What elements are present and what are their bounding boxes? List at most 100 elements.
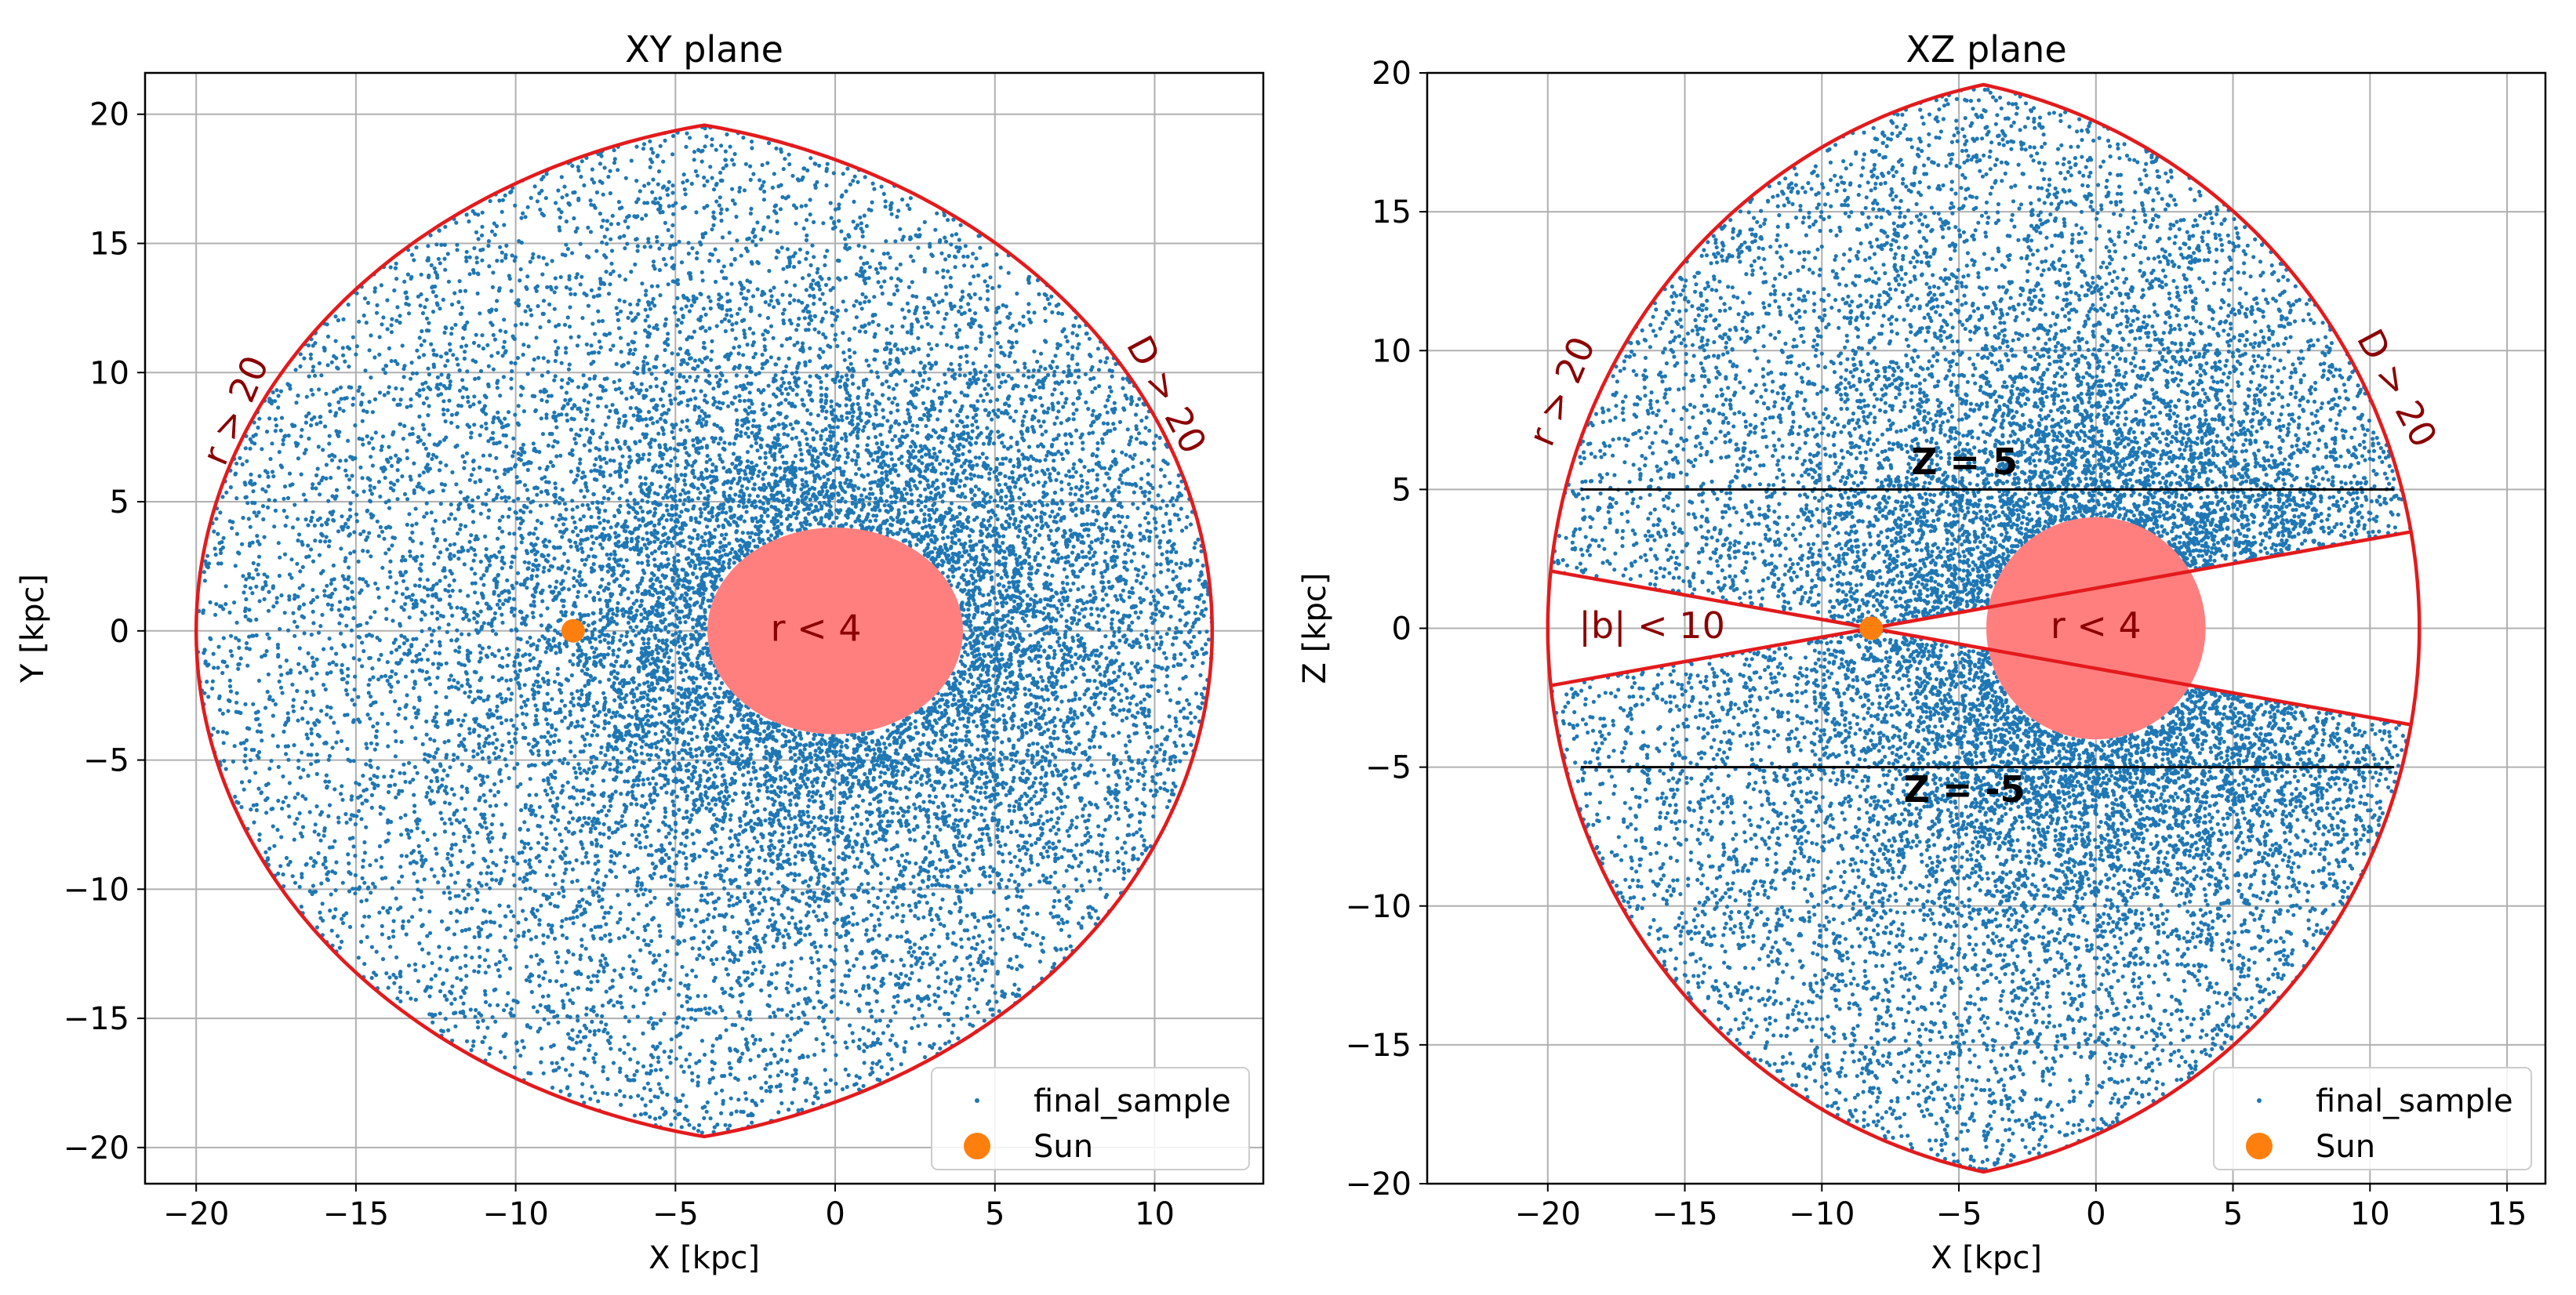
- final-sample-point: [390, 669, 394, 674]
- final-sample-point: [500, 209, 504, 214]
- final-sample-point: [594, 701, 600, 706]
- final-sample-point: [398, 985, 403, 990]
- final-sample-point: [1060, 580, 1065, 586]
- final-sample-point: [314, 771, 319, 777]
- final-sample-point: [779, 778, 783, 782]
- final-sample-point: [1063, 804, 1067, 809]
- final-sample-point: [670, 503, 674, 509]
- final-sample-point: [794, 942, 798, 947]
- final-sample-point: [464, 1039, 470, 1043]
- final-sample-point: [600, 500, 605, 506]
- final-sample-point: [714, 837, 718, 842]
- final-sample-point: [883, 199, 888, 204]
- final-sample-point: [794, 835, 798, 840]
- final-sample-point: [472, 934, 477, 940]
- final-sample-point: [522, 683, 527, 687]
- final-sample-point: [649, 245, 653, 249]
- final-sample-point: [325, 602, 330, 607]
- final-sample-point: [981, 553, 986, 557]
- final-sample-point: [818, 346, 823, 351]
- final-sample-point: [502, 1008, 507, 1013]
- final-sample-point: [983, 364, 988, 368]
- final-sample-point: [888, 495, 893, 499]
- final-sample-point: [783, 157, 787, 161]
- final-sample-point: [747, 398, 751, 403]
- final-sample-point: [462, 562, 467, 567]
- final-sample-point: [765, 785, 770, 790]
- final-sample-point: [838, 800, 843, 806]
- final-sample-point: [1029, 823, 1034, 828]
- final-sample-point: [888, 203, 893, 208]
- final-sample-point: [579, 648, 583, 653]
- final-sample-point: [971, 415, 976, 420]
- final-sample-point: [1110, 734, 1115, 738]
- final-sample-point: [1136, 758, 1141, 763]
- final-sample-point: [555, 1014, 560, 1018]
- final-sample-point: [787, 301, 792, 306]
- final-sample-point: [818, 355, 823, 360]
- final-sample-point: [742, 477, 747, 481]
- final-sample-point: [234, 700, 239, 705]
- final-sample-point: [681, 1024, 685, 1028]
- final-sample-point: [273, 417, 278, 422]
- final-sample-point: [1204, 607, 1208, 611]
- final-sample-point: [213, 612, 218, 617]
- final-sample-point: [938, 827, 943, 832]
- final-sample-point: [794, 328, 799, 332]
- final-sample-point: [463, 909, 468, 914]
- final-sample-point: [1157, 646, 1162, 651]
- final-sample-point: [1069, 655, 1074, 659]
- final-sample-point: [443, 267, 448, 272]
- final-sample-point: [824, 815, 829, 820]
- final-sample-point: [449, 673, 453, 678]
- final-sample-point: [593, 707, 598, 713]
- final-sample-point: [1114, 555, 1119, 560]
- final-sample-point: [893, 1010, 898, 1015]
- final-sample-point: [962, 578, 967, 582]
- final-sample-point: [695, 735, 699, 739]
- final-sample-point: [559, 582, 564, 586]
- final-sample-point: [399, 658, 404, 662]
- final-sample-point: [536, 638, 542, 643]
- final-sample-point: [1035, 359, 1040, 364]
- final-sample-point: [624, 558, 629, 563]
- final-sample-point: [983, 790, 987, 795]
- final-sample-point: [462, 466, 467, 470]
- final-sample-point: [772, 305, 776, 310]
- final-sample-point: [1046, 406, 1051, 411]
- final-sample-point: [801, 276, 805, 281]
- final-sample-point: [738, 1055, 743, 1061]
- final-sample-point: [429, 342, 434, 346]
- final-sample-point: [752, 836, 757, 840]
- final-sample-point: [325, 713, 329, 717]
- final-sample-point: [651, 582, 656, 587]
- final-sample-point: [607, 557, 612, 561]
- final-sample-point: [788, 385, 793, 390]
- final-sample-point: [898, 527, 903, 532]
- final-sample-point: [1047, 680, 1052, 684]
- final-sample-point: [687, 1065, 692, 1069]
- final-sample-point: [1055, 606, 1059, 611]
- final-sample-point: [899, 957, 903, 962]
- final-sample-point: [428, 233, 433, 238]
- final-sample-point: [989, 636, 994, 640]
- final-sample-point: [830, 968, 834, 973]
- final-sample-point: [815, 990, 819, 995]
- final-sample-point: [571, 952, 576, 957]
- final-sample-point: [818, 297, 823, 302]
- final-sample-point: [888, 742, 892, 747]
- final-sample-point: [796, 1001, 801, 1007]
- final-sample-point: [718, 761, 723, 766]
- final-sample-point: [1103, 483, 1107, 488]
- final-sample-point: [284, 855, 289, 861]
- final-sample-point: [698, 566, 703, 571]
- final-sample-point: [659, 747, 663, 752]
- final-sample-point: [555, 666, 561, 671]
- final-sample-point: [545, 670, 550, 675]
- final-sample-point: [965, 679, 971, 684]
- final-sample-point: [674, 829, 678, 833]
- final-sample-point: [698, 773, 703, 778]
- final-sample-point: [957, 367, 962, 372]
- final-sample-point: [257, 416, 262, 421]
- final-sample-point: [264, 811, 269, 815]
